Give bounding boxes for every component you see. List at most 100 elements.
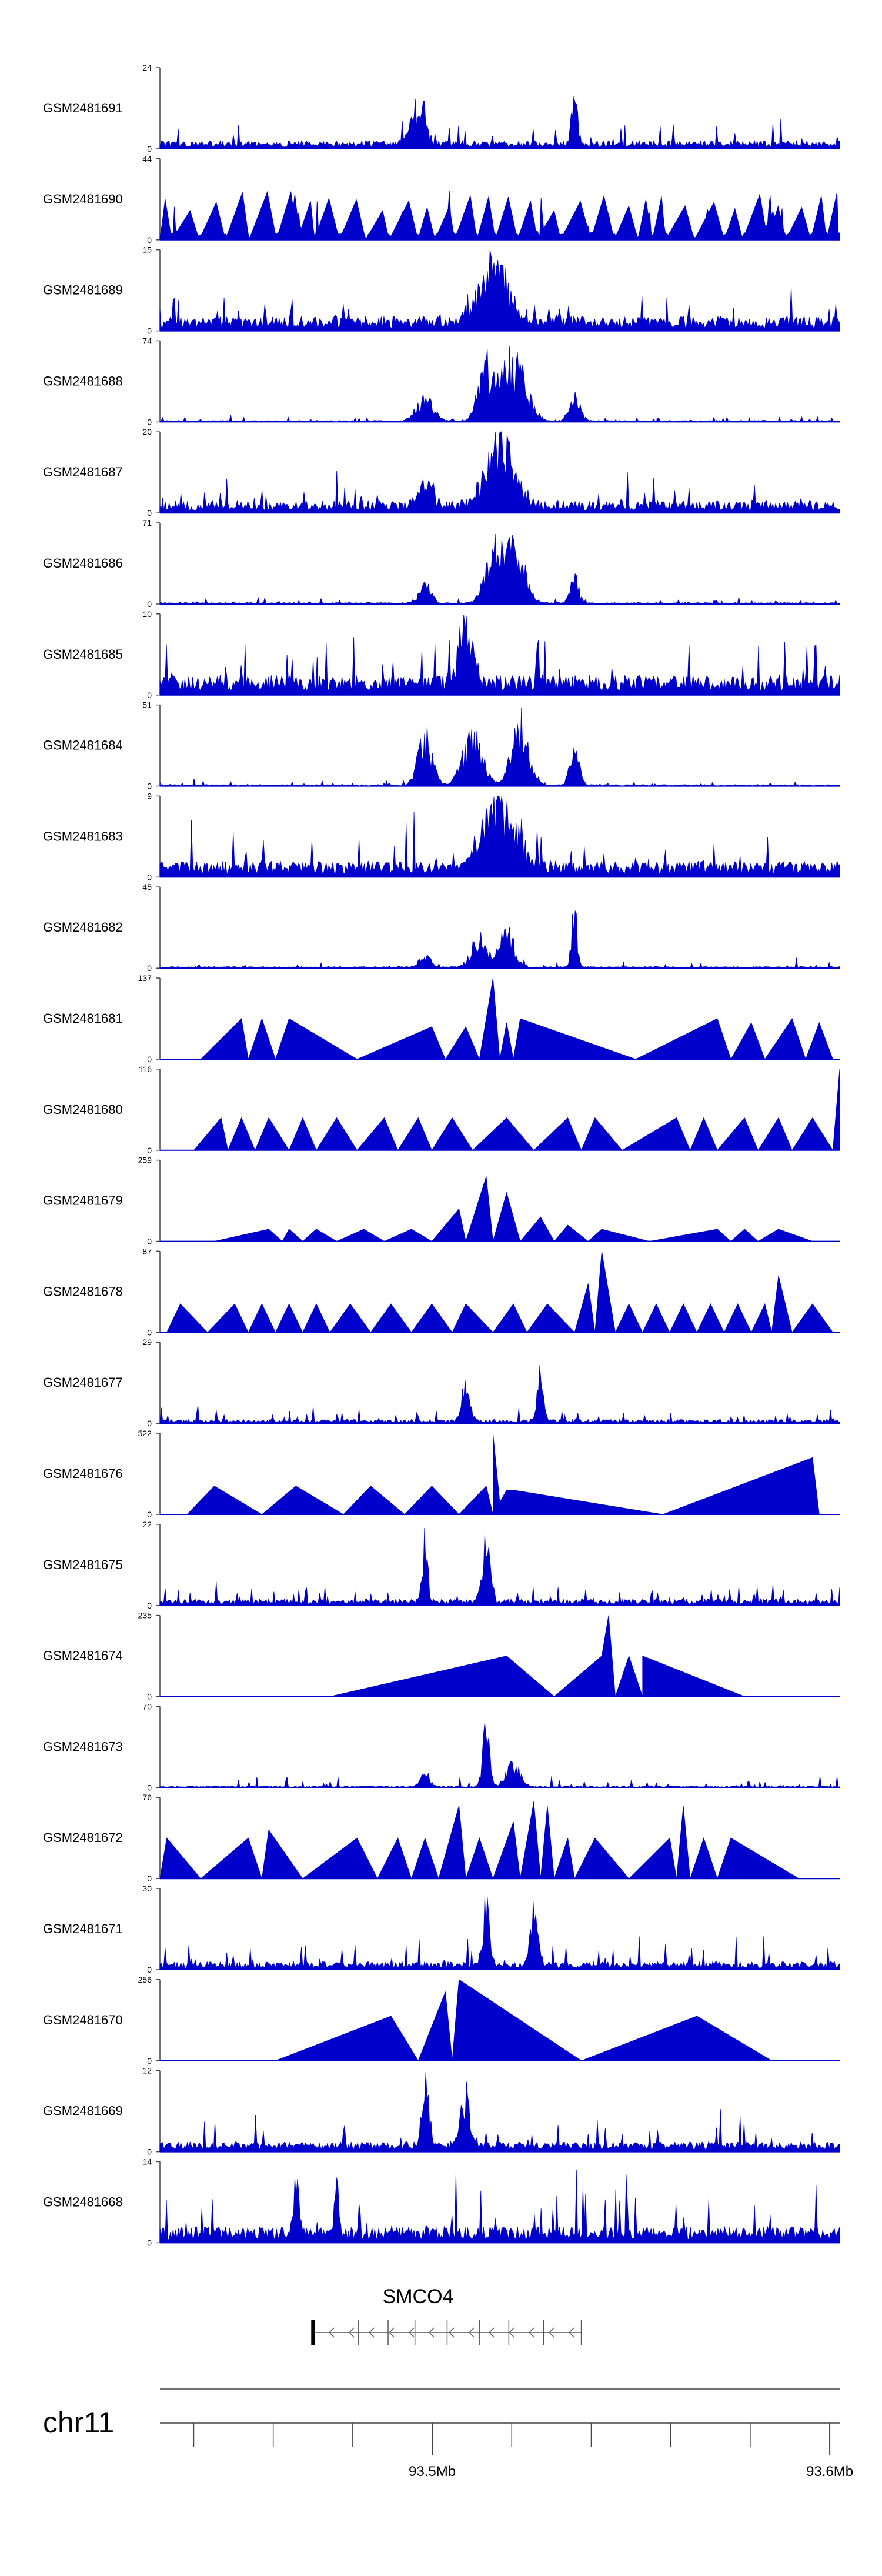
- track-ymax-label: 74: [142, 336, 152, 345]
- track-GSM2481682: GSM2481682 45 0: [43, 882, 840, 973]
- track-label: GSM2481673: [43, 1739, 123, 1754]
- track-signal: [159, 910, 840, 969]
- track-signal: [214, 1176, 813, 1243]
- track-signal: [159, 1528, 840, 1606]
- track-label: GSM2481682: [43, 920, 123, 935]
- track-GSM2481674: GSM2481674 235 0: [43, 1611, 840, 1701]
- track-label: GSM2481684: [43, 738, 123, 753]
- gene-strand-arrow: [389, 2327, 395, 2338]
- track-label: GSM2481678: [43, 1284, 123, 1299]
- axis-tick-label: 93.5Mb: [409, 2464, 456, 2480]
- track-GSM2481688: GSM2481688 74 0: [43, 336, 840, 426]
- genome-axis: chr11 93.5Mb 93.6Mb: [43, 2388, 853, 2480]
- track-GSM2481677: GSM2481677 29 0: [43, 1337, 840, 1428]
- track-ymin-label: 0: [147, 1601, 152, 1610]
- tracks: GSM2481691240GSM2481690440GSM2481689150G…: [43, 63, 840, 2247]
- track-label: GSM2481672: [43, 1830, 123, 1845]
- track-signal: [159, 615, 840, 696]
- track-label: GSM2481671: [43, 1921, 123, 1936]
- track-signal: [159, 1365, 840, 1424]
- track-ymax-label: 51: [142, 700, 152, 710]
- track-GSM2481672: GSM2481672 76 0: [43, 1793, 840, 1883]
- track-ymin-label: 0: [147, 417, 152, 426]
- track-GSM2481669: GSM2481669 12 0: [43, 2066, 840, 2157]
- gene-strand-arrow: [449, 2327, 455, 2338]
- track-label: GSM2481668: [43, 2194, 123, 2209]
- track-signal: [159, 1801, 800, 1880]
- gene-first-exon: [311, 2320, 315, 2345]
- track-label: GSM2481689: [43, 283, 123, 298]
- chromosome-label: chr11: [43, 2406, 114, 2439]
- track-GSM2481676: GSM2481676 522 0: [43, 1429, 840, 1519]
- track-signal: [159, 2170, 840, 2243]
- track-ymin-label: 0: [147, 326, 152, 336]
- track-ymin-label: 0: [147, 2147, 152, 2157]
- track-label: GSM2481679: [43, 1193, 123, 1208]
- track-label: GSM2481669: [43, 2104, 123, 2118]
- track-GSM2481690: GSM2481690 44 0: [43, 154, 840, 245]
- track-ymin-label: 0: [147, 1783, 152, 1792]
- gene-strand-arrow: [329, 2327, 335, 2338]
- track-ymax-label: 71: [142, 518, 152, 528]
- track-ymax-label: 12: [142, 2066, 152, 2076]
- track-label: GSM2481687: [43, 465, 123, 479]
- track-ymax-label: 20: [142, 427, 152, 436]
- track-GSM2481689: GSM2481689 15 0: [43, 245, 840, 336]
- track-signal: [166, 1251, 834, 1333]
- track-ymin-label: 0: [147, 235, 152, 245]
- track-ymin-label: 0: [147, 782, 152, 791]
- track-ymin-label: 0: [147, 872, 152, 882]
- track-ymax-label: 45: [142, 882, 152, 892]
- track-GSM2481678: GSM2481678 87 0: [43, 1246, 840, 1337]
- track-ymax-label: 522: [138, 1429, 152, 1438]
- gene-strand-arrow: [529, 2327, 534, 2338]
- track-label: GSM2481685: [43, 647, 123, 662]
- track-GSM2481679: GSM2481679 259 0: [43, 1156, 840, 1246]
- track-ymin-label: 0: [147, 1419, 152, 1428]
- track-GSM2481673: GSM2481673 70 0: [43, 1701, 840, 1792]
- track-GSM2481687: GSM2481687 20 0: [43, 427, 840, 518]
- track-GSM2481671: GSM2481671 30 0: [43, 1884, 840, 1974]
- track-ymax-label: 30: [142, 1884, 152, 1893]
- track-signal: [159, 1896, 840, 1970]
- track-ymax-label: 256: [138, 1975, 152, 1984]
- track-ymin-label: 0: [147, 1327, 152, 1337]
- gene-strand-arrow: [469, 2327, 475, 2338]
- track-ymin-label: 0: [147, 690, 152, 700]
- track-ymin-label: 0: [147, 2056, 152, 2066]
- track-ymin-label: 0: [147, 1055, 152, 1064]
- track-GSM2481685: GSM2481685 10 0: [43, 609, 840, 700]
- gene-strand-arrow: [409, 2327, 415, 2338]
- track-label: GSM2481686: [43, 556, 123, 570]
- track-signal: [275, 1979, 773, 2061]
- track-label: GSM2481691: [43, 101, 123, 115]
- track-ymin-label: 0: [147, 2238, 152, 2247]
- track-ymin-label: 0: [147, 1146, 152, 1155]
- track-signal: [159, 431, 840, 513]
- track-ymax-label: 44: [142, 154, 152, 163]
- track-ymax-label: 235: [138, 1611, 152, 1620]
- track-signal: [159, 533, 840, 605]
- track-label: GSM2481688: [43, 373, 123, 388]
- gene-model-smco4: [311, 2320, 582, 2345]
- track-ymin-label: 0: [147, 508, 152, 518]
- track-ymin-label: 0: [147, 1874, 152, 1883]
- gene-strand-arrow: [429, 2327, 435, 2338]
- gene-strand-arrow: [569, 2327, 574, 2338]
- track-ymax-label: 14: [142, 2157, 152, 2166]
- track-label: GSM2481690: [43, 192, 123, 206]
- axis-tick-label: 93.6Mb: [806, 2464, 853, 2480]
- track-label: GSM2481680: [43, 1102, 123, 1117]
- track-ymin-label: 0: [147, 1510, 152, 1519]
- track-signal: [193, 1069, 840, 1152]
- track-signal: [329, 1615, 745, 1697]
- track-ymax-label: 259: [138, 1156, 152, 1165]
- track-ymin-label: 0: [147, 1237, 152, 1246]
- gene-track: SMCO4: [311, 2285, 582, 2345]
- track-signal: [201, 977, 833, 1060]
- track-signal: [159, 191, 840, 241]
- track-signal: [159, 96, 840, 149]
- track-signal: [159, 2072, 840, 2152]
- track-ymax-label: 29: [142, 1337, 152, 1347]
